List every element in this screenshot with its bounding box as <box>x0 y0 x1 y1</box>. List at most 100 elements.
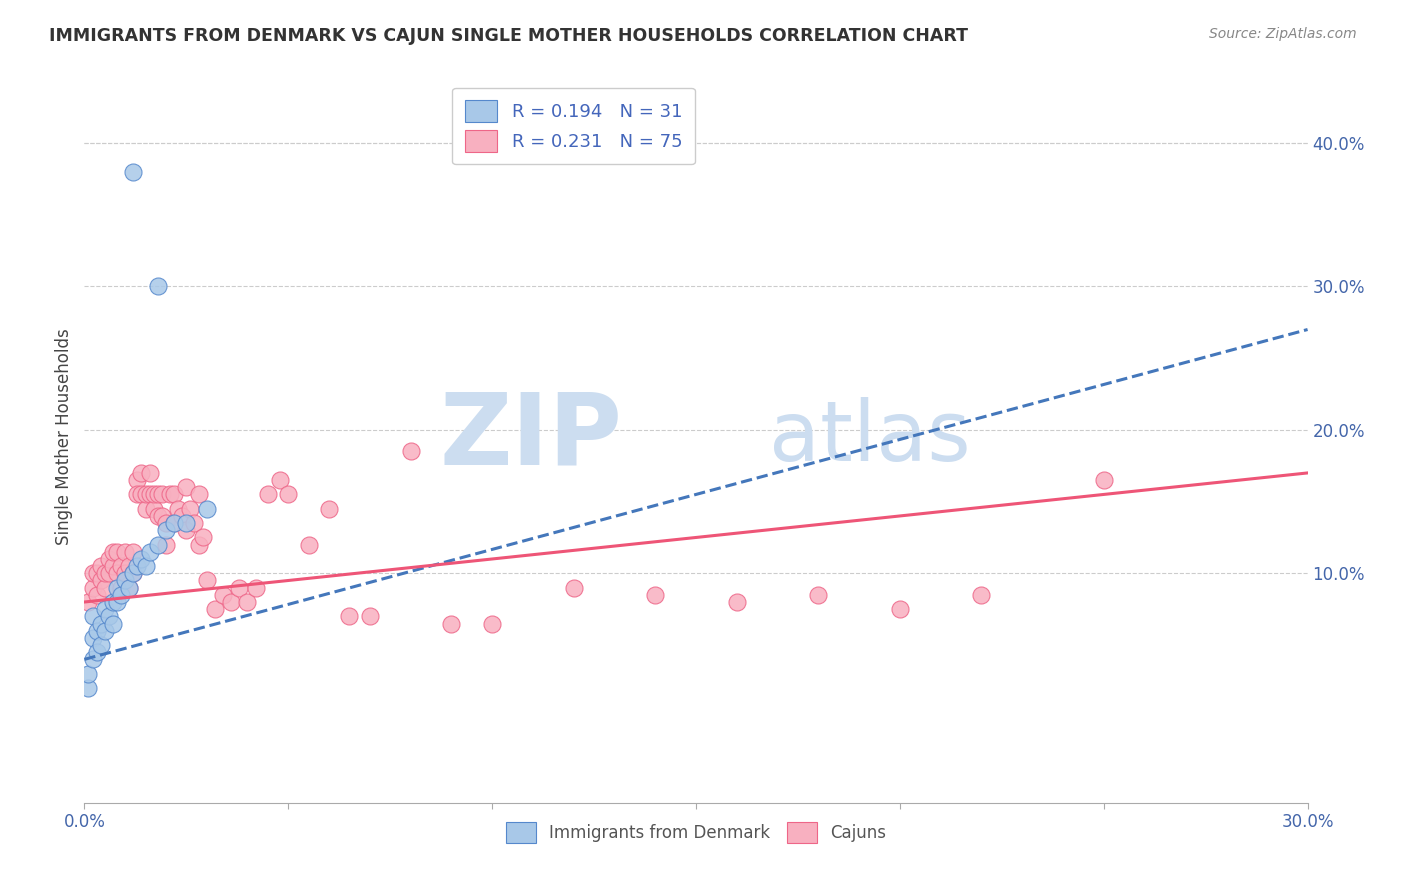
Point <box>101 559 124 574</box>
Point <box>725 595 748 609</box>
Point <box>127 487 149 501</box>
Point <box>142 487 165 501</box>
Point <box>167 501 190 516</box>
Point <box>82 631 104 645</box>
Point <box>138 545 160 559</box>
Point <box>131 552 153 566</box>
Point <box>174 516 197 530</box>
Point <box>93 581 115 595</box>
Point <box>90 616 112 631</box>
Point <box>146 508 169 523</box>
Point <box>138 487 160 501</box>
Point <box>277 487 299 501</box>
Point <box>127 473 149 487</box>
Point <box>110 559 132 574</box>
Text: atlas: atlas <box>769 397 972 477</box>
Point <box>399 444 422 458</box>
Point <box>127 559 149 574</box>
Point <box>155 516 177 530</box>
Point <box>114 574 136 588</box>
Y-axis label: Single Mother Households: Single Mother Households <box>55 329 73 545</box>
Point <box>970 588 993 602</box>
Point <box>183 516 205 530</box>
Point <box>105 545 128 559</box>
Point <box>122 165 145 179</box>
Point <box>105 581 128 595</box>
Point <box>562 581 585 595</box>
Point <box>118 559 141 574</box>
Point <box>889 602 911 616</box>
Point <box>187 487 209 501</box>
Point <box>245 581 267 595</box>
Point <box>172 508 194 523</box>
Point <box>122 566 145 581</box>
Point <box>82 609 104 624</box>
Point <box>82 581 104 595</box>
Text: Source: ZipAtlas.com: Source: ZipAtlas.com <box>1209 27 1357 41</box>
Point <box>174 524 197 538</box>
Point <box>298 538 321 552</box>
Point <box>90 574 112 588</box>
Point <box>150 487 173 501</box>
Point <box>77 681 100 695</box>
Point <box>163 516 186 530</box>
Point <box>90 559 112 574</box>
Point <box>219 595 242 609</box>
Point <box>163 516 186 530</box>
Point <box>146 279 169 293</box>
Point <box>155 538 177 552</box>
Point <box>359 609 381 624</box>
Point <box>86 566 108 581</box>
Point <box>204 602 226 616</box>
Point <box>339 609 361 624</box>
Point <box>86 624 108 638</box>
Point <box>110 581 132 595</box>
Point <box>110 588 132 602</box>
Point <box>159 487 181 501</box>
Point <box>138 466 160 480</box>
Point <box>105 566 128 581</box>
Point <box>142 501 165 516</box>
Point <box>131 466 153 480</box>
Point <box>114 566 136 581</box>
Point <box>187 538 209 552</box>
Point <box>135 559 157 574</box>
Point <box>155 524 177 538</box>
Point <box>163 487 186 501</box>
Point <box>146 487 169 501</box>
Point <box>191 531 214 545</box>
Point <box>86 645 108 659</box>
Point <box>212 588 235 602</box>
Point <box>82 566 104 581</box>
Text: IMMIGRANTS FROM DENMARK VS CAJUN SINGLE MOTHER HOUSEHOLDS CORRELATION CHART: IMMIGRANTS FROM DENMARK VS CAJUN SINGLE … <box>49 27 969 45</box>
Point <box>131 487 153 501</box>
Text: ZIP: ZIP <box>440 389 623 485</box>
Point <box>135 501 157 516</box>
Point <box>101 545 124 559</box>
Point <box>101 595 124 609</box>
Point <box>440 616 463 631</box>
Point <box>150 508 173 523</box>
Point <box>1092 473 1115 487</box>
Point <box>318 501 340 516</box>
Point <box>105 595 128 609</box>
Point <box>97 609 120 624</box>
Point <box>174 480 197 494</box>
Point <box>77 666 100 681</box>
Point <box>179 501 201 516</box>
Point <box>236 595 259 609</box>
Point <box>644 588 666 602</box>
Point <box>93 602 115 616</box>
Point <box>90 638 112 652</box>
Point <box>114 545 136 559</box>
Point <box>93 624 115 638</box>
Point <box>77 595 100 609</box>
Point <box>195 574 218 588</box>
Point <box>269 473 291 487</box>
Point <box>122 545 145 559</box>
Legend: Immigrants from Denmark, Cajuns: Immigrants from Denmark, Cajuns <box>499 815 893 849</box>
Point <box>481 616 503 631</box>
Point <box>228 581 250 595</box>
Point <box>82 652 104 666</box>
Point <box>257 487 280 501</box>
